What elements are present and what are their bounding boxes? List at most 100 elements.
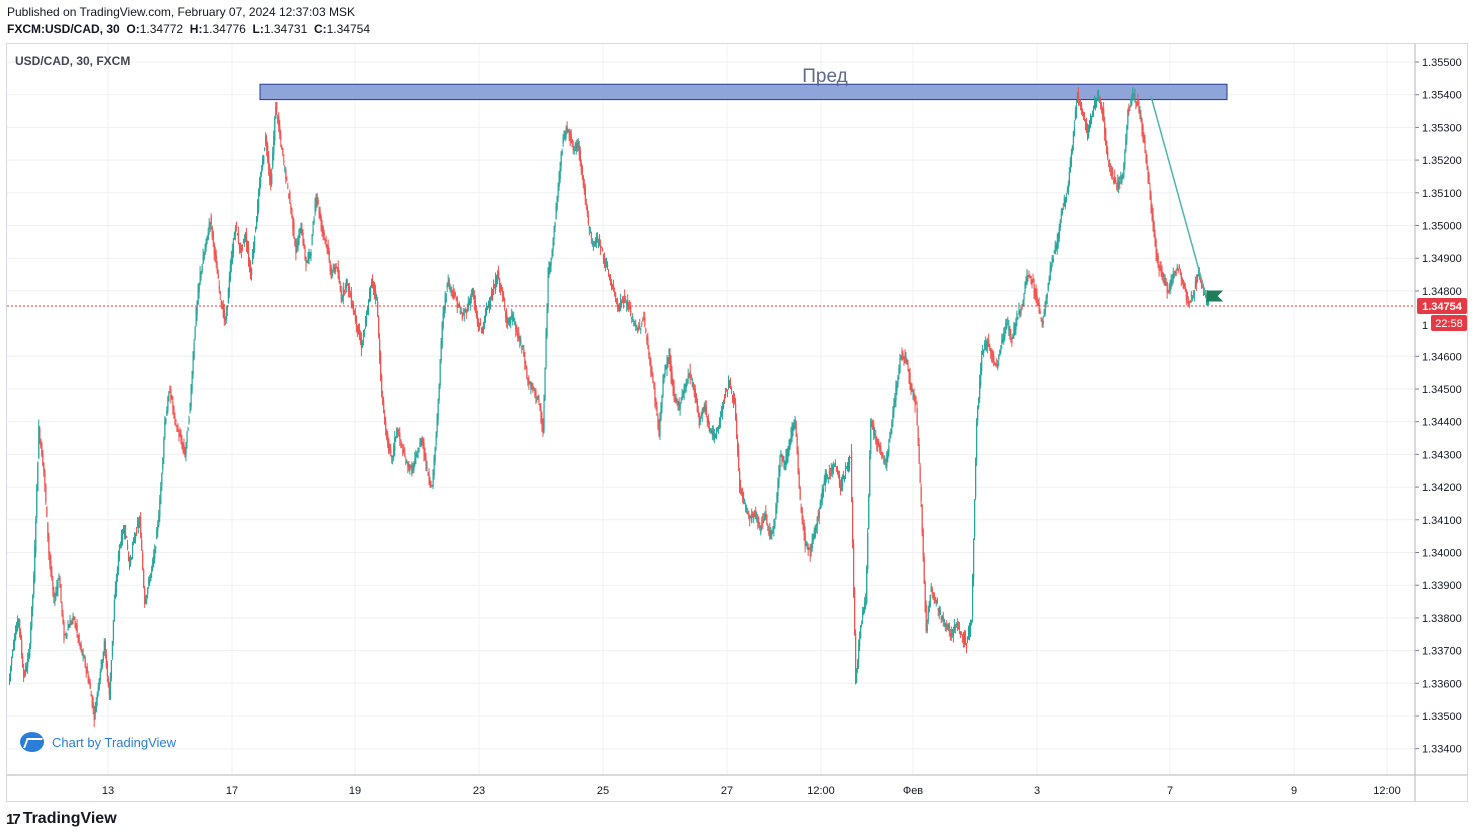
candle-body	[936, 599, 938, 604]
candle-body	[961, 634, 964, 638]
candle-body	[911, 388, 913, 391]
candle-body	[1133, 93, 1135, 95]
candle-body	[861, 621, 863, 623]
candle-body	[342, 287, 344, 298]
candle-body	[1128, 107, 1130, 112]
candle-body	[900, 356, 902, 360]
candle-body	[125, 535, 128, 538]
candle-body	[1189, 301, 1192, 303]
candle-body	[411, 465, 413, 475]
candle-body	[670, 361, 672, 377]
candle-body	[1131, 95, 1133, 100]
resistance-zone	[259, 83, 1228, 101]
candle-body	[484, 313, 487, 318]
candle-body	[1113, 179, 1115, 183]
candle-body	[514, 321, 516, 325]
candle-body	[126, 544, 129, 550]
chart-symbol-label: USD/CAD, 30, FXCM	[15, 54, 130, 68]
candle-body	[304, 247, 306, 259]
candle-body	[929, 595, 931, 608]
candle-body	[329, 262, 331, 272]
candle-body	[548, 266, 550, 273]
candle-body	[1026, 270, 1028, 284]
candle-body	[264, 148, 266, 150]
candle-body	[630, 307, 632, 316]
candle-body	[761, 522, 763, 524]
candle-body	[478, 325, 481, 329]
candle-body	[959, 633, 962, 635]
candle-body	[1054, 245, 1056, 254]
candle-body	[793, 425, 795, 431]
candle-body	[902, 353, 904, 359]
candle-body	[659, 418, 661, 436]
candle-body	[665, 366, 667, 368]
candle-body	[1192, 292, 1195, 294]
candle-body	[922, 529, 924, 556]
candle-body	[482, 328, 485, 332]
candle-body	[812, 535, 814, 541]
candle-body	[1018, 309, 1020, 314]
candle-body	[238, 242, 241, 249]
candle-body	[1195, 281, 1198, 285]
candle-body	[795, 421, 797, 436]
candle-body	[241, 244, 244, 246]
candle-body	[903, 358, 905, 360]
candle-body	[1173, 274, 1175, 276]
candle-body	[1179, 268, 1181, 272]
candle-body	[1145, 151, 1147, 162]
candle-body	[364, 319, 367, 326]
candle-body	[336, 267, 338, 269]
candle-body	[497, 274, 499, 282]
candle-body	[708, 427, 711, 432]
candle-body	[66, 633, 68, 635]
candle-body	[490, 302, 492, 304]
candle-body	[716, 427, 719, 429]
candle-body	[1202, 291, 1205, 294]
candle-body	[136, 529, 138, 534]
candle-body	[1077, 92, 1080, 100]
candle-body	[792, 426, 794, 431]
candle-body	[102, 652, 104, 661]
candle-body	[813, 530, 815, 539]
candle-body	[808, 548, 810, 550]
candle-body	[872, 425, 874, 430]
candle-body	[1009, 328, 1011, 337]
candle-body	[466, 308, 469, 311]
candle-body	[517, 334, 519, 339]
candle-body	[684, 384, 686, 388]
y-tick-label: 1.34400	[1422, 417, 1462, 429]
candle-body	[641, 323, 643, 325]
candle-body	[431, 485, 433, 487]
candle-body	[924, 581, 926, 612]
ohlc-open: O:1.34772	[126, 22, 184, 36]
candle-body	[67, 626, 69, 631]
candle-body	[807, 546, 809, 551]
candle-body	[557, 189, 559, 198]
x-tick-label: 25	[597, 785, 609, 797]
candle-body	[200, 271, 202, 275]
candle-body	[418, 448, 420, 453]
candle-body	[923, 556, 925, 584]
candle-body	[393, 445, 395, 456]
candle-body	[429, 480, 431, 485]
candle-body	[832, 466, 835, 471]
candle-body	[146, 595, 148, 601]
candle-body	[423, 443, 425, 455]
candle-body	[469, 296, 472, 305]
candle-body	[10, 666, 12, 676]
candle-body	[860, 625, 862, 639]
candle-body	[313, 219, 315, 223]
candle-body	[1015, 323, 1017, 330]
candle-body	[1021, 305, 1023, 310]
candle-body	[1033, 283, 1035, 293]
candle-body	[113, 599, 116, 622]
candle-body	[547, 271, 549, 310]
candle-body	[471, 288, 474, 296]
candle-body	[1037, 303, 1039, 306]
candle-body	[1156, 253, 1158, 260]
candle-body	[846, 462, 849, 470]
candle-body	[1011, 337, 1013, 344]
candle-body	[334, 267, 336, 272]
candle-body	[965, 642, 968, 648]
